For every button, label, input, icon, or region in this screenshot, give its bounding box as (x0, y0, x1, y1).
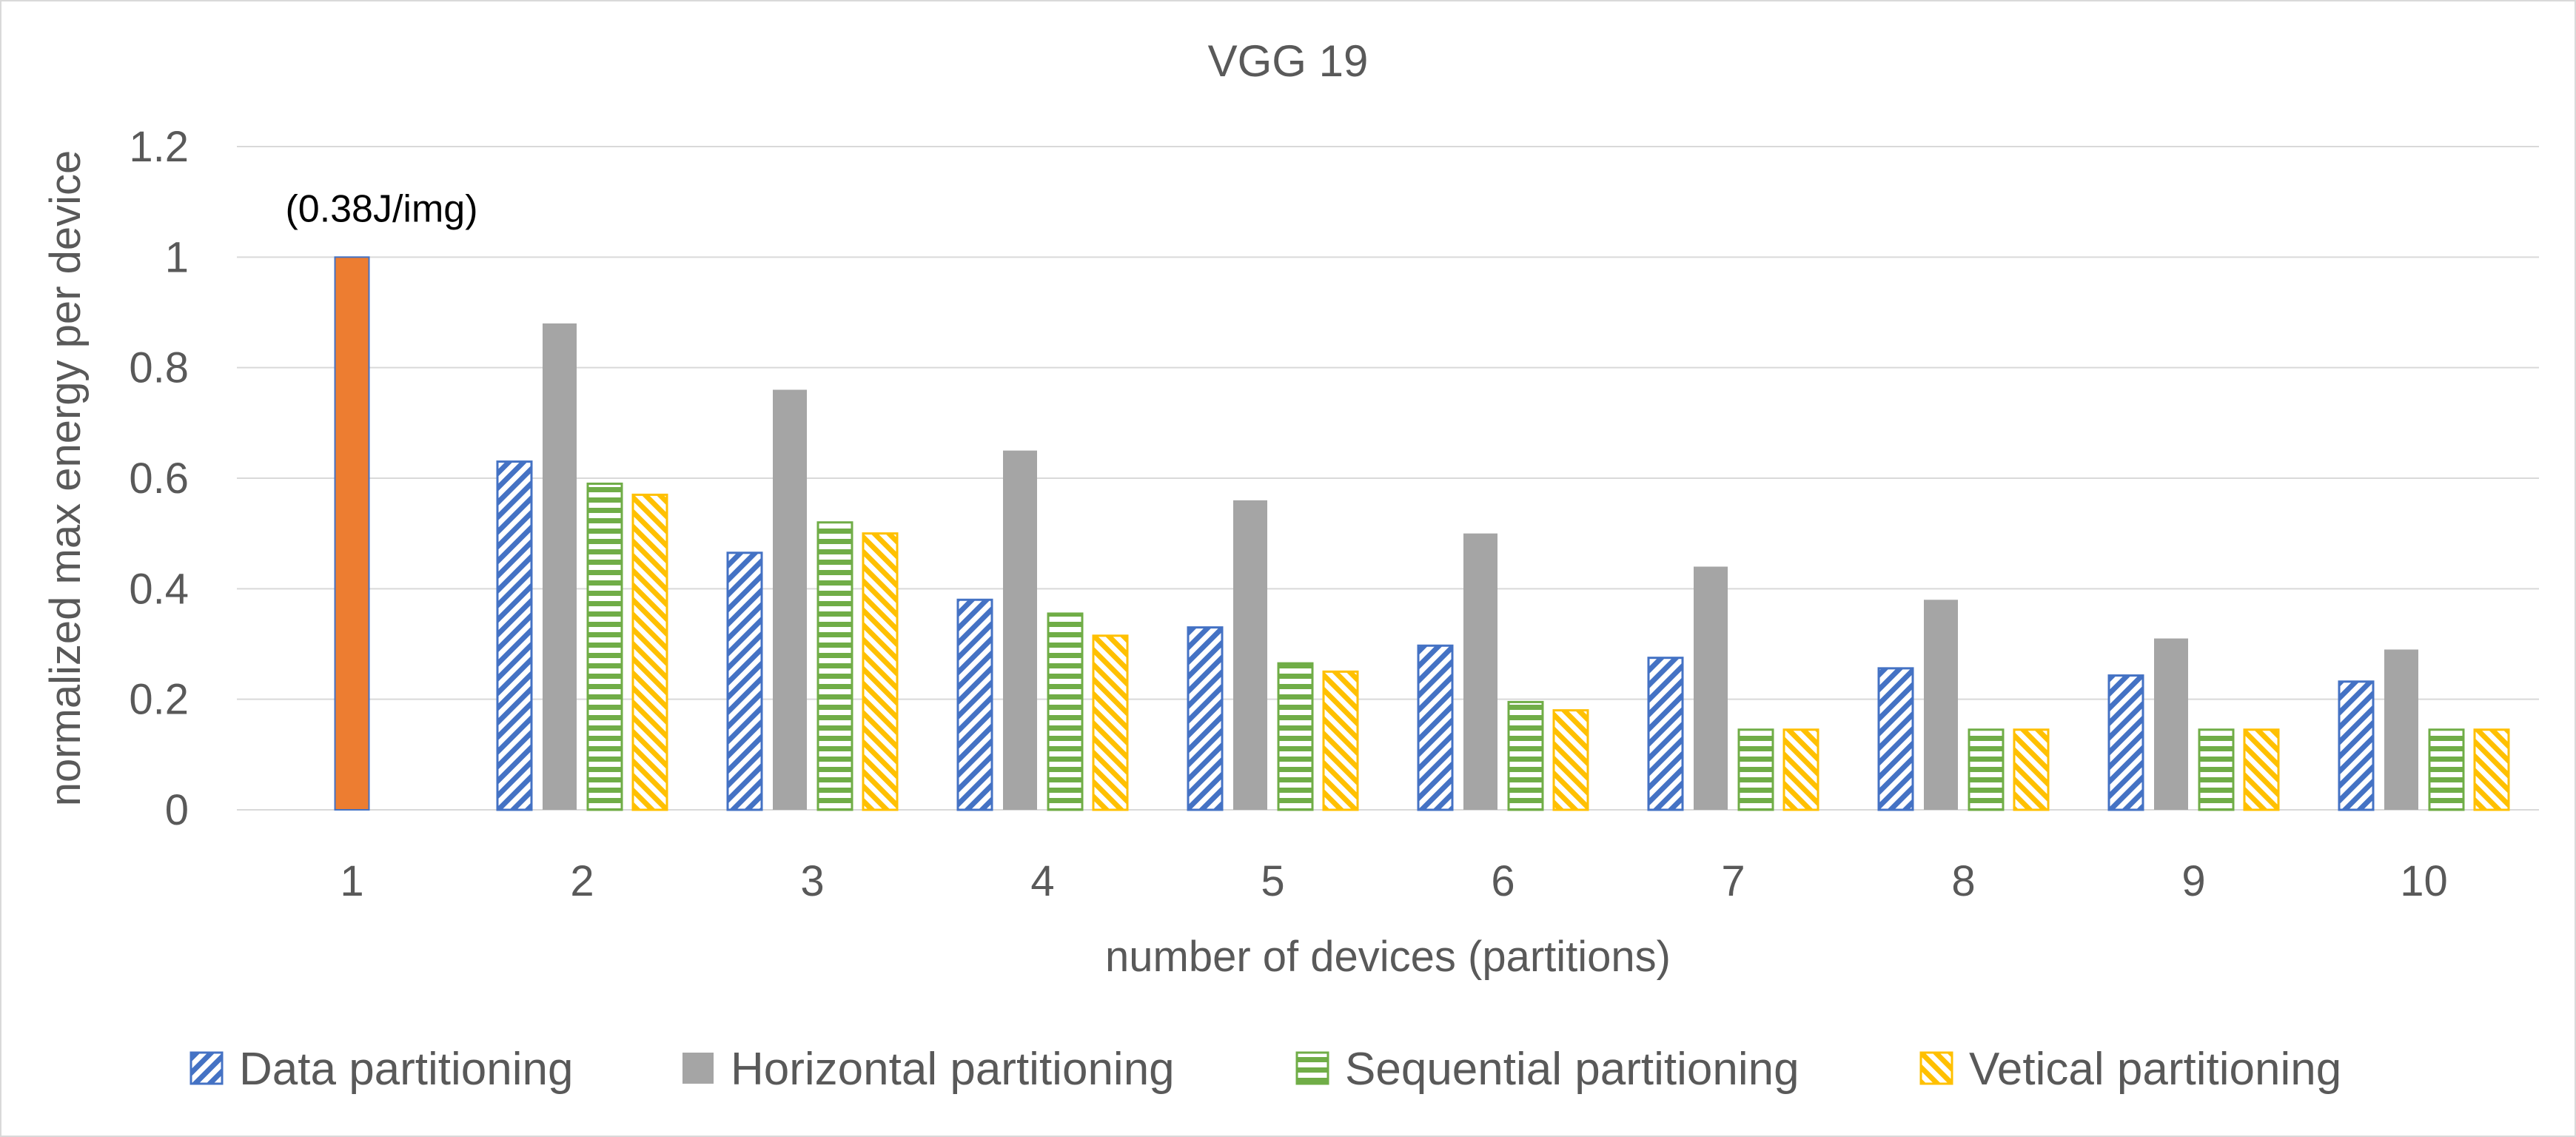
x-tick-label: 9 (2181, 857, 2205, 905)
bar-sequential-partitioning-5 (1277, 662, 1314, 811)
bar-vetical-partitioning-7 (1782, 728, 1819, 811)
y-tick-label: 0.6 (129, 455, 189, 503)
y-tick-label: 1.2 (129, 123, 189, 171)
bar-sequential-partitioning-8 (1968, 728, 2005, 811)
bar-vetical-partitioning-3 (862, 532, 899, 811)
bar-data-partitioning-2 (496, 460, 533, 811)
bar-data-partitioning-9 (2107, 674, 2144, 811)
bar-data-partitioning-8 (1877, 667, 1914, 811)
bar-horizontal-partitioning-3 (773, 389, 807, 810)
bar-horizontal-partitioning-2 (543, 323, 577, 810)
bar-sequential-partitioning-7 (1737, 728, 1774, 811)
bar-data-partitioning-7 (1647, 657, 1684, 811)
y-tick-label: 0.4 (129, 565, 189, 613)
baseline-annotation: (0.38J/img) (285, 187, 477, 230)
x-tick-label: 2 (570, 857, 594, 905)
y-axis-label: normalized max energy per device (41, 150, 90, 807)
legend-label: Sequential partitioning (1345, 1044, 1799, 1095)
bar-data-partitioning-4 (956, 598, 993, 811)
x-tick-label: 8 (1951, 857, 1975, 905)
bar-data-partitioning-5 (1187, 626, 1224, 811)
bar-vetical-partitioning-5 (1322, 670, 1359, 811)
y-tick-label: 0 (165, 786, 189, 834)
bar-horizontal-partitioning-10 (2384, 649, 2418, 810)
x-axis-ticks: 1 2 3 4 5 6 7 8 9 10 (340, 857, 2447, 905)
y-axis-ticks: 0 0.2 0.4 0.6 0.8 1 1.2 (129, 123, 189, 834)
y-tick-label: 0.8 (129, 344, 189, 392)
bar-sequential-partitioning-4 (1047, 612, 1084, 811)
bar-horizontal-partitioning-7 (1694, 566, 1728, 810)
x-tick-label: 1 (340, 857, 363, 905)
bar-sequential-partitioning-9 (2198, 728, 2235, 811)
bar-data-partitioning-10 (2338, 680, 2375, 811)
bar-sequential-partitioning-3 (816, 521, 853, 811)
bars (334, 256, 2510, 811)
y-tick-label: 1 (165, 233, 189, 281)
bar-sequential-partitioning-2 (586, 482, 623, 811)
bar-vetical-partitioning-10 (2473, 728, 2510, 811)
legend-label: Vetical partitioning (1969, 1044, 2341, 1095)
bar-baseline-1 (334, 256, 370, 811)
bar-vetical-partitioning-2 (631, 493, 668, 811)
x-tick-label: 10 (2400, 857, 2448, 905)
legend-label: Horizontal partitioning (731, 1044, 1175, 1095)
bar-horizontal-partitioning-8 (1924, 600, 1958, 810)
legend-swatch-vetical-partitioning (1919, 1051, 1953, 1085)
x-tick-label: 7 (1721, 857, 1745, 905)
x-tick-label: 4 (1030, 857, 1054, 905)
bar-vetical-partitioning-9 (2243, 728, 2280, 811)
bar-horizontal-partitioning-5 (1233, 500, 1267, 810)
bar-data-partitioning-3 (726, 551, 763, 811)
chart-title: VGG 19 (1208, 36, 1369, 86)
x-axis-label: number of devices (partitions) (1105, 933, 1671, 981)
bar-horizontal-partitioning-9 (2154, 638, 2188, 810)
bar-vetical-partitioning-8 (2013, 728, 2050, 811)
x-tick-label: 5 (1261, 857, 1284, 905)
bar-horizontal-partitioning-6 (1463, 533, 1497, 810)
bar-data-partitioning-6 (1417, 644, 1454, 811)
legend-label: Data partitioning (239, 1044, 574, 1095)
x-tick-label: 3 (800, 857, 824, 905)
legend-swatch-sequential-partitioning (1295, 1051, 1329, 1085)
y-tick-label: 0.2 (129, 676, 189, 724)
bar-vetical-partitioning-4 (1092, 634, 1129, 811)
bar-sequential-partitioning-6 (1507, 700, 1544, 811)
bar-sequential-partitioning-10 (2428, 728, 2465, 811)
legend: Data partitioning Horizontal partitioning… (189, 1044, 2341, 1095)
bar-vetical-partitioning-6 (1552, 709, 1589, 811)
legend-swatch-data-partitioning (189, 1051, 224, 1085)
legend-swatch-horizontal-partitioning (682, 1053, 714, 1084)
bar-horizontal-partitioning-4 (1003, 450, 1037, 810)
x-tick-label: 6 (1491, 857, 1515, 905)
